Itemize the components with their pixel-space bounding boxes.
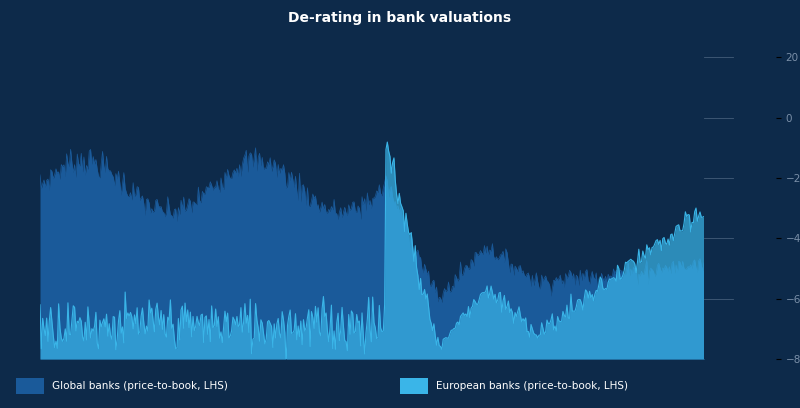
Bar bbox=[400, 378, 428, 394]
Text: Global banks (price-to-book, LHS): Global banks (price-to-book, LHS) bbox=[52, 381, 228, 390]
Text: European banks (price-to-book, LHS): European banks (price-to-book, LHS) bbox=[436, 381, 628, 390]
Bar bbox=[16, 378, 44, 394]
Text: De-rating in bank valuations: De-rating in bank valuations bbox=[289, 11, 511, 25]
